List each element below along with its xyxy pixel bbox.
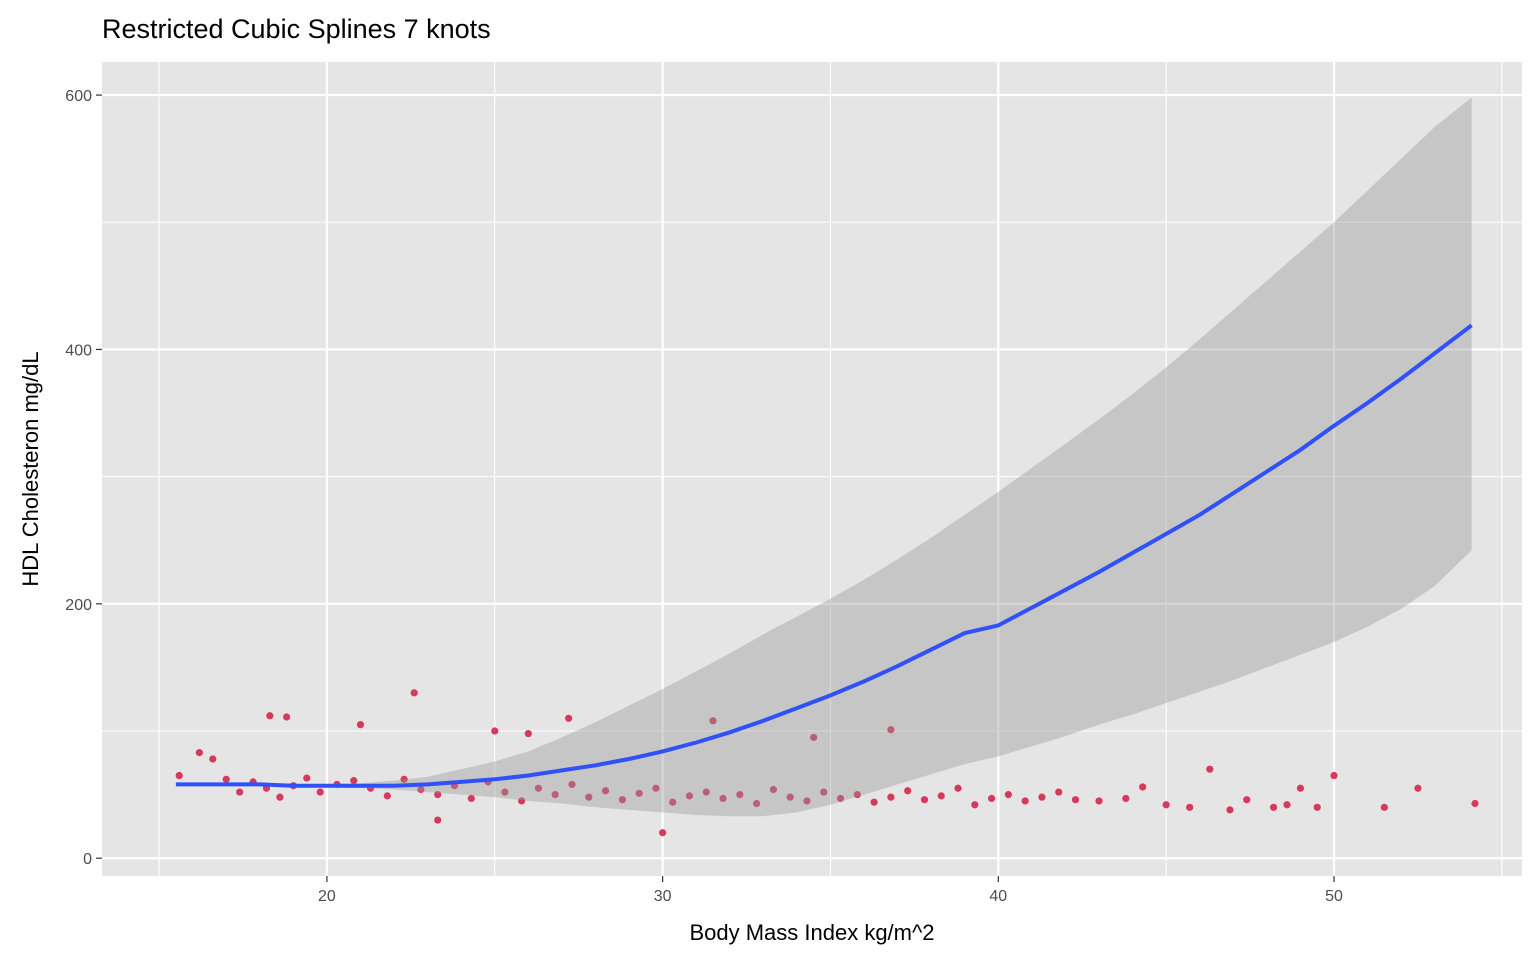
data-point — [491, 727, 499, 735]
data-point — [1206, 765, 1214, 773]
data-point — [853, 791, 861, 799]
data-point — [659, 829, 667, 837]
data-point — [736, 791, 744, 799]
data-point — [266, 712, 274, 720]
y-axis-title: HDL Cholesteron mg/dL — [18, 351, 43, 586]
data-point — [534, 784, 543, 792]
data-point — [987, 794, 996, 803]
y-axis: 0 200 400 600 — [65, 88, 102, 868]
data-point — [356, 721, 365, 729]
data-point — [719, 794, 727, 803]
data-point — [1243, 796, 1251, 804]
chart-title: Restricted Cubic Splines 7 knots — [102, 14, 491, 44]
data-point — [518, 797, 526, 805]
data-point — [350, 777, 358, 785]
data-point — [786, 793, 794, 801]
data-point — [887, 793, 895, 801]
data-point — [1313, 803, 1321, 811]
data-point — [1226, 806, 1234, 814]
data-point — [1296, 784, 1305, 792]
data-point — [1071, 796, 1080, 804]
data-point — [195, 749, 203, 757]
data-point — [585, 793, 593, 801]
data-point — [769, 785, 777, 794]
data-point — [1414, 784, 1422, 792]
data-point — [601, 787, 610, 795]
data-point — [1380, 803, 1388, 811]
data-point — [222, 775, 230, 783]
data-point — [400, 775, 408, 783]
data-point — [303, 774, 311, 782]
data-point — [803, 797, 811, 805]
data-point — [937, 792, 945, 800]
data-point — [276, 793, 284, 801]
data-point — [1186, 803, 1194, 811]
data-point — [175, 771, 183, 780]
data-point — [702, 788, 710, 796]
data-point — [1283, 801, 1291, 809]
data-point — [1269, 803, 1278, 811]
data-point — [209, 755, 217, 763]
x-tick-label: 40 — [989, 888, 1007, 905]
data-point — [618, 796, 626, 804]
data-point — [971, 801, 979, 809]
data-point — [524, 729, 532, 738]
data-point — [316, 788, 324, 796]
data-point — [836, 794, 845, 803]
data-point — [434, 816, 442, 824]
data-point — [1139, 783, 1147, 791]
data-point — [685, 792, 694, 800]
x-tick-label: 50 — [1325, 888, 1343, 905]
y-tick-label: 0 — [83, 851, 92, 868]
data-point — [810, 733, 818, 741]
data-point — [383, 792, 391, 800]
x-tick-label: 30 — [654, 888, 672, 905]
data-point — [709, 717, 717, 725]
data-point — [410, 689, 418, 697]
x-tick-label: 20 — [318, 888, 336, 905]
data-point — [669, 798, 677, 806]
data-point — [551, 791, 559, 799]
data-point — [568, 780, 576, 789]
x-axis: 20 30 40 50 — [318, 876, 1343, 905]
grid-lines — [102, 62, 1522, 876]
data-point — [820, 788, 828, 796]
data-point — [1162, 801, 1170, 809]
y-tick-label: 400 — [65, 342, 92, 359]
data-point — [652, 784, 660, 792]
data-point — [565, 714, 573, 722]
data-point — [467, 794, 475, 803]
x-axis-title: Body Mass Index kg/m^2 — [689, 920, 934, 945]
data-point — [283, 713, 291, 721]
data-point — [1122, 794, 1130, 803]
y-tick-label: 600 — [65, 88, 92, 105]
data-point — [417, 785, 425, 794]
data-point — [870, 798, 878, 806]
data-point — [753, 799, 761, 808]
data-point — [1004, 791, 1012, 799]
data-point — [434, 791, 442, 799]
data-point — [1095, 797, 1103, 805]
spline-fit-line-layer — [175, 97, 1473, 817]
data-point — [904, 787, 912, 795]
data-point — [501, 788, 509, 796]
data-point — [236, 788, 244, 796]
data-point — [1021, 797, 1029, 805]
data-point — [1471, 799, 1479, 808]
data-point — [954, 784, 962, 792]
scatter-points — [175, 689, 1479, 837]
y-tick-label: 200 — [65, 597, 92, 614]
data-point — [887, 726, 895, 734]
data-point — [1330, 771, 1338, 780]
data-point — [1055, 788, 1063, 796]
data-point — [920, 796, 929, 804]
data-point — [1038, 793, 1046, 801]
confidence-ribbon — [175, 97, 1472, 817]
data-point — [635, 789, 643, 797]
spline-fit-line — [175, 323, 1473, 788]
